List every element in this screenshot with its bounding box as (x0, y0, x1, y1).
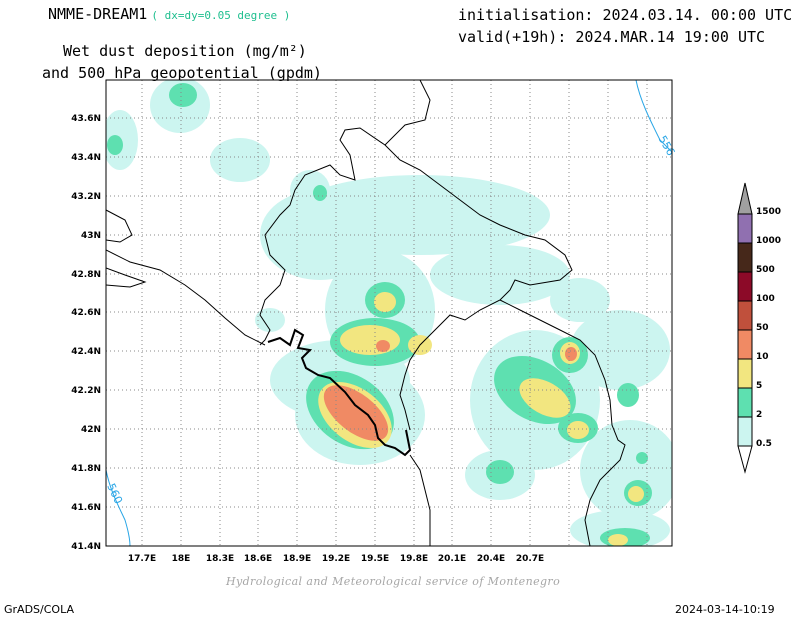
colorbar-swatch (737, 213, 753, 244)
lon-label: 20.7E (516, 554, 544, 564)
field-title-line2: and 500 hPa geopotential (gpdm) (42, 64, 322, 82)
model-title: NMME-DREAM1( dx=dy=0.05 degree ) (48, 5, 290, 23)
colorbar-label: 5 (756, 381, 762, 391)
field-title-line1: Wet dust deposition (mg/m²) (63, 42, 307, 60)
lon-label: 19.8E (400, 554, 428, 564)
lat-label: 42.6N (71, 308, 101, 318)
colorbar-label: 100 (756, 294, 775, 304)
colorbar-label: 500 (756, 265, 775, 275)
colorbar-label: 1000 (756, 236, 781, 246)
colorbar-cap-top (737, 182, 753, 215)
colorbar-swatch (737, 300, 753, 331)
colorbar (737, 182, 753, 474)
colorbar-swatch (737, 329, 753, 360)
lon-label: 17.7E (128, 554, 156, 564)
resolution-note: ( dx=dy=0.05 degree ) (151, 9, 291, 22)
initialisation-time: initialisation: 2024.03.14. 00:00 UTC (458, 6, 793, 24)
geopotential-contours (105, 79, 673, 547)
deposition-field (106, 80, 672, 546)
valid-time: valid(+19h): 2024.MAR.14 19:00 UTC (458, 28, 766, 46)
lat-label: 41.8N (71, 464, 101, 474)
lon-label: 19.5E (361, 554, 389, 564)
lon-label: 20.4E (477, 554, 505, 564)
lon-label: 18E (172, 554, 191, 564)
colorbar-swatch (737, 416, 753, 447)
colorbar-label: 1500 (756, 207, 781, 217)
colorbar-label: 2 (756, 410, 762, 420)
lat-label: 43.2N (71, 192, 101, 202)
colorbar-swatch (737, 242, 753, 273)
colorbar-swatch (737, 271, 753, 302)
graticule (106, 80, 672, 546)
lon-label: 18.3E (206, 554, 234, 564)
model-name: NMME-DREAM1 (48, 5, 148, 23)
lon-label: 18.9E (283, 554, 311, 564)
colorbar-label: 10 (756, 352, 769, 362)
lon-label: 18.6E (244, 554, 272, 564)
lon-label: 19.2E (322, 554, 350, 564)
colorbar-label: 0.5 (756, 439, 772, 449)
contour-label-556: 556 (656, 133, 678, 158)
lat-label: 43N (81, 231, 101, 241)
lake-and-coast (267, 328, 412, 457)
colorbar-cap-bottom (737, 445, 753, 474)
colorbar-swatch (737, 358, 753, 389)
lat-label: 43.4N (71, 153, 101, 163)
colorbar-swatch (737, 387, 753, 418)
lat-label: 42N (81, 425, 101, 435)
render-timestamp: 2024-03-14-10:19 (675, 603, 775, 616)
lat-label: 42.4N (71, 347, 101, 357)
lat-label: 43.6N (71, 114, 101, 124)
lat-label: 42.8N (71, 270, 101, 280)
country-borders (106, 80, 626, 546)
lat-label: 41.4N (71, 542, 101, 552)
lat-label: 42.2N (71, 386, 101, 396)
contour-label-560: 560 (104, 481, 125, 506)
credit-text: Hydrological and Meteorological service … (226, 575, 561, 588)
lat-label: 41.6N (71, 503, 101, 513)
colorbar-label: 50 (756, 323, 769, 333)
software-credit: GrADS/COLA (4, 603, 74, 616)
lat-axis: 43.6N 43.4N 43.2N 43N 42.8N 42.6N 42.4N … (71, 114, 101, 552)
colorbar-labels: 0.5 2 5 10 50 100 500 1000 1500 (756, 207, 781, 449)
lon-axis: 17.7E 18E 18.3E 18.6E 18.9E 19.2E 19.5E … (128, 554, 544, 564)
lon-label: 20.1E (438, 554, 466, 564)
map-frame (105, 79, 673, 547)
